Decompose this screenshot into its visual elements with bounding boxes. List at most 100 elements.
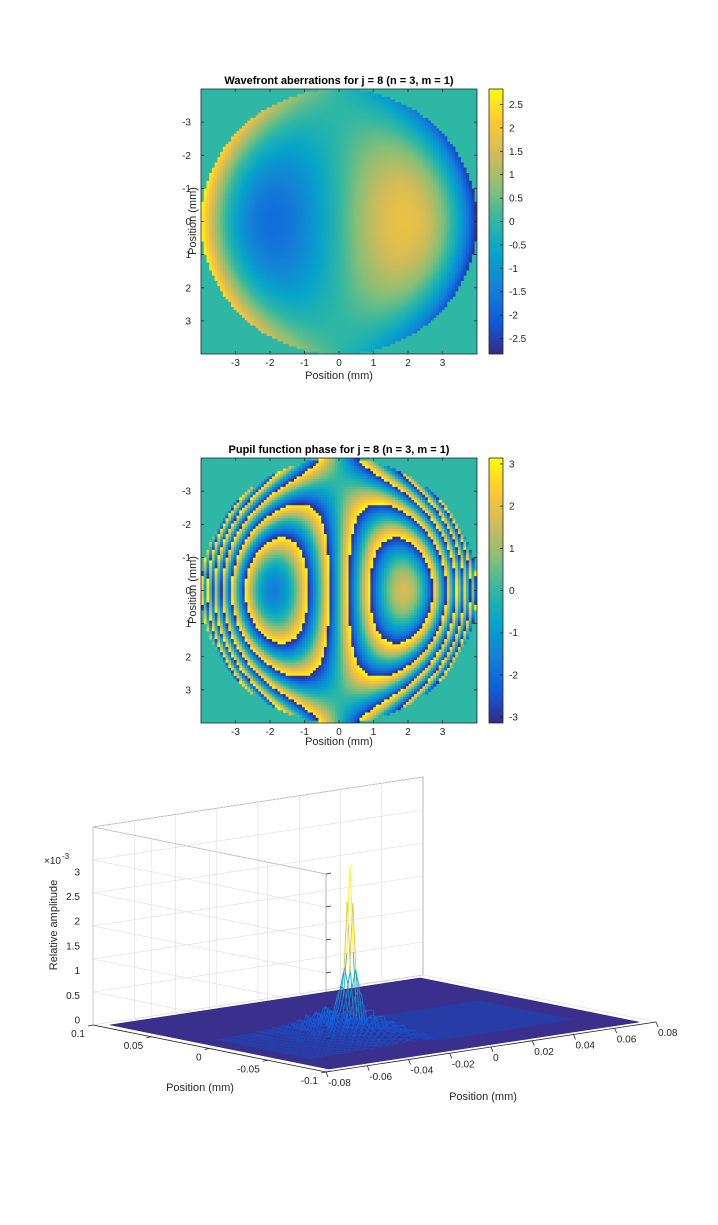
heatmap-cell xyxy=(255,291,259,295)
heatmap-cell xyxy=(299,112,303,116)
heatmap-cell xyxy=(255,183,259,187)
heatmap-cell xyxy=(348,283,352,287)
heatmap-cell xyxy=(323,157,328,161)
heatmap-cell xyxy=(321,89,325,93)
heatmap-cell xyxy=(288,238,292,242)
heatmap-cell xyxy=(228,225,232,229)
heatmap-cell xyxy=(310,149,314,153)
heatmap-cell xyxy=(241,285,246,289)
heatmap-cell xyxy=(345,322,349,326)
heatmap-cell xyxy=(296,154,300,158)
heatmap-cell xyxy=(250,125,254,129)
heatmap-cell xyxy=(345,312,349,316)
heatmap-cell xyxy=(239,204,243,208)
heatmap-cell xyxy=(313,325,317,329)
heatmap-cell xyxy=(252,133,257,137)
heatmap-cell xyxy=(277,309,281,313)
heatmap-cell xyxy=(329,220,333,224)
heatmap-cell xyxy=(323,138,328,142)
heatmap-cell xyxy=(340,230,344,234)
heatmap-cell xyxy=(315,251,319,255)
heatmap-cell xyxy=(280,235,284,239)
heatmap-cell xyxy=(236,207,240,211)
heatmap-cell xyxy=(351,230,355,234)
heatmap-cell xyxy=(244,314,248,318)
heatmap-cell xyxy=(326,225,330,229)
heatmap-cell xyxy=(326,149,330,153)
heatmap-cell xyxy=(285,225,289,229)
heatmap-cell xyxy=(351,99,355,103)
heatmap-cell xyxy=(351,107,355,111)
heatmap-cell xyxy=(214,199,218,203)
heatmap-cell xyxy=(266,157,270,161)
heatmap-cell xyxy=(231,209,235,213)
heatmap-cell xyxy=(313,233,317,237)
heatmap-cell xyxy=(345,241,349,245)
heatmap-cell xyxy=(272,228,276,232)
heatmap-cell xyxy=(356,188,360,192)
heatmap-cell xyxy=(356,275,360,279)
heatmap-cell xyxy=(252,291,257,295)
heatmap-cell xyxy=(302,280,306,284)
heatmap-cell xyxy=(280,291,284,295)
heatmap-cell xyxy=(362,306,366,310)
heatmap-cell xyxy=(332,136,336,140)
heatmap-cell xyxy=(280,330,284,334)
heatmap-cell xyxy=(351,270,355,274)
heatmap-cell xyxy=(362,288,366,292)
heatmap-cell xyxy=(261,172,265,176)
heatmap-cell xyxy=(310,270,314,274)
heatmap-cell xyxy=(250,228,254,232)
heatmap-cell xyxy=(233,199,237,203)
heatmap-cell xyxy=(318,277,322,281)
heatmap-cell xyxy=(356,149,360,153)
heatmap-cell xyxy=(313,193,317,197)
heatmap-cell xyxy=(329,162,333,166)
heatmap-cell xyxy=(239,146,243,150)
heatmap-cell xyxy=(345,180,349,184)
heatmap-cell xyxy=(250,188,254,192)
heatmap-cell xyxy=(272,259,276,263)
heatmap-cell xyxy=(241,298,246,302)
heatmap-cell xyxy=(326,172,330,176)
heatmap-cell xyxy=(354,193,358,197)
heatmap-cell xyxy=(241,306,246,310)
heatmap-cell xyxy=(236,291,240,295)
heatmap-cell xyxy=(315,212,319,216)
heatmap-cell xyxy=(266,233,270,237)
heatmap-cell xyxy=(225,246,229,250)
heatmap-cell xyxy=(255,159,259,163)
heatmap-cell xyxy=(326,267,330,271)
heatmap-cell xyxy=(269,120,273,124)
heatmap-cell xyxy=(211,170,216,174)
heatmap-cell xyxy=(214,225,218,229)
heatmap-cell xyxy=(274,159,278,163)
heatmap-cell xyxy=(244,291,248,295)
heatmap-cell xyxy=(351,296,355,300)
heatmap-cell xyxy=(326,191,330,195)
heatmap-cell xyxy=(228,275,232,279)
heatmap-cell xyxy=(250,259,254,263)
heatmap-cell xyxy=(362,204,366,208)
heatmap-cell xyxy=(261,325,265,329)
heatmap-cell xyxy=(318,291,322,295)
heatmap-cell xyxy=(236,157,240,161)
heatmap-cell xyxy=(299,270,303,274)
heatmap-cell xyxy=(318,343,322,347)
heatmap-cell xyxy=(258,162,262,166)
heatmap-cell xyxy=(274,254,278,258)
heatmap-cell xyxy=(293,275,298,279)
heatmap-cell xyxy=(250,138,254,142)
heatmap-cell xyxy=(313,285,317,289)
heatmap-cell xyxy=(340,330,344,334)
heatmap-cell xyxy=(285,317,289,321)
heatmap-cell xyxy=(356,128,360,132)
heatmap-cell xyxy=(252,201,257,205)
heatmap-cell xyxy=(285,117,289,121)
heatmap-cell xyxy=(302,346,306,350)
heatmap-cell xyxy=(334,335,339,339)
heatmap-cell xyxy=(274,285,278,289)
heatmap-cell xyxy=(323,112,328,116)
heatmap-cell xyxy=(318,107,322,111)
heatmap-cell xyxy=(244,146,248,150)
